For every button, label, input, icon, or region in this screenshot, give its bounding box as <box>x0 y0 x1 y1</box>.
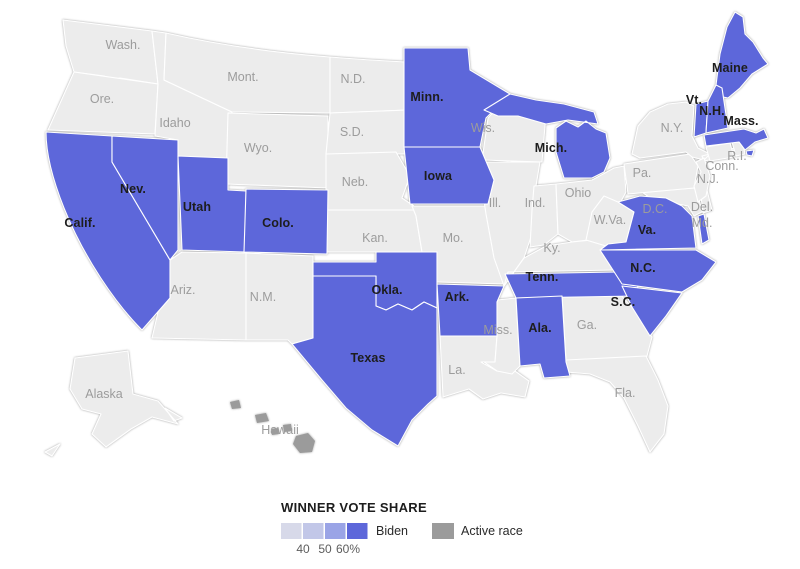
state-label-nev: Nev. <box>120 182 146 196</box>
state-nj[interactable] <box>693 157 711 203</box>
state-label-neb: Neb. <box>342 175 368 189</box>
state-label-texas: Texas <box>350 351 385 365</box>
state-label-wash: Wash. <box>106 38 141 52</box>
state-va[interactable] <box>599 195 697 251</box>
state-label-ariz: Ariz. <box>171 283 196 297</box>
state-label-va: Va. <box>638 223 656 237</box>
state-label-tenn: Tenn. <box>526 270 559 284</box>
state-va-eastern-shore[interactable] <box>697 213 710 245</box>
state-label-iowa: Iowa <box>424 169 453 183</box>
state-label-sd: S.D. <box>340 125 364 139</box>
state-shapes <box>44 11 769 457</box>
state-label-dc: D.C. <box>643 202 668 216</box>
state-label-okla: Okla. <box>371 283 402 297</box>
state-label-kan: Kan. <box>362 231 388 245</box>
state-label-minn: Minn. <box>410 90 443 104</box>
state-texas[interactable] <box>291 275 438 447</box>
scale-tick-50: 50 <box>318 542 332 556</box>
state-label-ark: Ark. <box>445 290 470 304</box>
state-label-nc: N.C. <box>630 261 655 275</box>
state-label-mass: Mass. <box>723 114 758 128</box>
state-label-mich: Mich. <box>535 141 567 155</box>
state-label-ri: R.I. <box>727 149 746 163</box>
scale-tick-60: 60% <box>335 542 361 556</box>
state-fla[interactable] <box>565 355 669 453</box>
state-label-del: Del. <box>691 200 713 214</box>
state-sc[interactable] <box>621 285 683 337</box>
state-nh[interactable] <box>705 84 729 134</box>
state-label-ala: Ala. <box>528 321 551 335</box>
state-label-ga: Ga. <box>577 318 597 332</box>
legend-title: WINNER VOTE SHARE <box>281 500 427 515</box>
state-ariz[interactable] <box>151 251 247 341</box>
state-label-utah: Utah <box>183 200 211 214</box>
state-label-miss: Miss. <box>483 323 512 337</box>
state-label-nj: N.J. <box>697 172 719 186</box>
legend: WINNER VOTE SHARE Biden 40 50 60% Active… <box>0 490 800 569</box>
state-label-maine: Maine <box>712 61 748 75</box>
scale-swatch-3 <box>325 523 346 539</box>
state-label-ind: Ind. <box>525 196 546 210</box>
state-label-mont: Mont. <box>227 70 258 84</box>
state-label-colo: Colo. <box>262 216 294 230</box>
state-ind[interactable] <box>529 183 559 248</box>
state-label-pa: Pa. <box>633 166 652 180</box>
state-label-wyo: Wyo. <box>244 141 272 155</box>
state-label-idaho: Idaho <box>159 116 190 130</box>
legend-biden-label: Biden <box>376 524 408 538</box>
scale-swatch-1 <box>281 523 302 539</box>
state-alaska[interactable] <box>44 350 183 457</box>
state-label-vt: Vt. <box>686 93 702 107</box>
state-label-ohio: Ohio <box>565 186 591 200</box>
state-ala[interactable] <box>515 295 571 379</box>
state-label-nm: N.M. <box>250 290 276 304</box>
scale-tick-40: 40 <box>296 542 310 556</box>
state-label-wva: W.Va. <box>594 213 626 227</box>
state-label-calif: Calif. <box>64 216 95 230</box>
state-label-ny: N.Y. <box>661 121 684 135</box>
state-label-fla: Fla. <box>615 386 636 400</box>
state-label-mo: Mo. <box>443 231 464 245</box>
state-label-ill: Ill. <box>489 196 502 210</box>
state-label-ky: Ky. <box>543 241 560 255</box>
state-maine[interactable] <box>715 11 769 99</box>
state-wyo[interactable] <box>225 112 329 189</box>
legend-active-race-label: Active race <box>461 524 523 538</box>
state-hawaii[interactable] <box>230 400 315 453</box>
state-label-md: Md. <box>692 216 713 230</box>
state-label-nh: N.H. <box>699 104 724 118</box>
us-states-map: Wash. Ore. Idaho Mont. Wyo. N.D. S.D. Ne… <box>44 11 769 457</box>
scale-swatch-4 <box>347 523 368 539</box>
state-ark[interactable] <box>436 283 505 337</box>
state-label-alaska: Alaska <box>85 387 123 401</box>
state-label-conn: Conn. <box>705 159 738 173</box>
active-race-swatch <box>432 523 454 539</box>
state-iowa[interactable] <box>403 146 495 205</box>
state-label-hawaii: Hawaii <box>261 423 299 437</box>
state-label-wis: Wis. <box>471 121 495 135</box>
state-nev[interactable] <box>111 135 179 261</box>
state-mich[interactable] <box>483 93 611 179</box>
active-race-swatch-rect <box>432 523 454 539</box>
state-label-la: La. <box>448 363 465 377</box>
state-calif[interactable] <box>45 131 171 331</box>
scale-swatch-2 <box>303 523 324 539</box>
vote-share-scale <box>281 523 368 539</box>
state-label-sc: S.C. <box>611 295 636 309</box>
state-label-nd: N.D. <box>341 72 366 86</box>
state-labels: Wash. Ore. Idaho Mont. Wyo. N.D. S.D. Ne… <box>64 38 758 437</box>
state-label-ore: Ore. <box>90 92 114 106</box>
state-pa[interactable] <box>623 153 699 195</box>
state-mass[interactable] <box>703 128 769 157</box>
state-colo[interactable] <box>243 188 329 255</box>
state-nc[interactable] <box>599 249 717 293</box>
